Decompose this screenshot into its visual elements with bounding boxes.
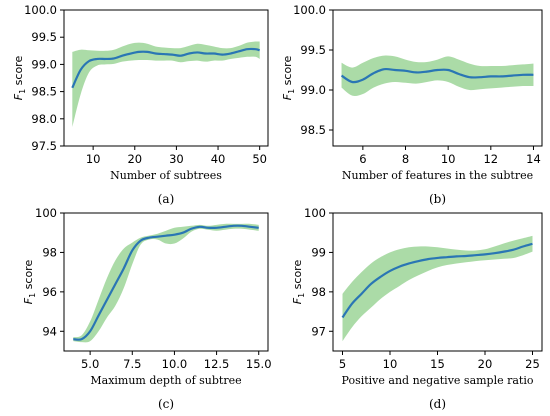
y-axis-label: F1 score bbox=[12, 56, 27, 101]
x-axis-label: Number of features in the subtree bbox=[342, 169, 533, 182]
y-axis-ticks: 97 98 99 100 bbox=[304, 206, 333, 338]
panel-caption: (b) bbox=[429, 192, 446, 206]
x-tick-label: 20 bbox=[127, 152, 142, 166]
y-tick-label: 97 bbox=[311, 324, 326, 338]
y-tick-label: 100 bbox=[35, 206, 57, 220]
y-tick-label: 98 bbox=[42, 245, 57, 259]
panel-caption: (d) bbox=[429, 397, 446, 411]
y-tick-label: 99.0 bbox=[31, 57, 57, 71]
confidence-band bbox=[341, 55, 534, 96]
mean-line bbox=[73, 224, 259, 341]
y-tick-label: 100 bbox=[304, 206, 326, 220]
confidence-band-layer bbox=[73, 223, 259, 343]
mean-line-layer bbox=[340, 67, 534, 84]
y-tick-label: 99.5 bbox=[300, 43, 326, 57]
mean-line-layer bbox=[73, 224, 259, 341]
y-tick-label: 96 bbox=[42, 285, 57, 299]
x-tick-label: 12 bbox=[483, 152, 498, 166]
x-tick-label: 40 bbox=[211, 152, 226, 166]
plot-frame bbox=[63, 9, 269, 147]
x-axis-ticks: 5 10 15 20 25 bbox=[339, 351, 540, 371]
x-tick-label: 20 bbox=[478, 357, 493, 371]
y-tick-label: 100.0 bbox=[24, 3, 57, 17]
x-axis-label: Number of subtrees bbox=[110, 169, 222, 182]
y-tick-label: 94 bbox=[42, 324, 57, 338]
y-tick-label: 99.0 bbox=[300, 83, 326, 97]
plot-frame bbox=[63, 212, 269, 352]
x-tick-label: 25 bbox=[525, 357, 540, 371]
x-axis-label: Maximum depth of subtree bbox=[90, 374, 241, 387]
x-axis-ticks: 10 20 30 40 50 bbox=[86, 146, 267, 166]
chart-panel-b: 6 8 10 12 14 98.5 99.0 99.5 100.0 Number of fea… bbox=[281, 3, 543, 206]
mean-line-layer bbox=[71, 47, 261, 89]
confidence-band-layer bbox=[342, 235, 533, 342]
confidence-band-layer bbox=[341, 55, 534, 96]
chart-panel-d: 5 10 15 20 25 97 98 99 100 Positive and negativ… bbox=[291, 206, 543, 411]
x-tick-label: 12.5 bbox=[204, 357, 230, 371]
y-axis-ticks: 97.5 98.0 98.5 99.0 99.5 100.0 bbox=[24, 3, 64, 153]
x-tick-label: 5.0 bbox=[81, 357, 99, 371]
x-tick-label: 15.0 bbox=[246, 357, 272, 371]
x-tick-label: 10 bbox=[383, 357, 398, 371]
x-tick-label: 6 bbox=[359, 152, 366, 166]
x-tick-label: 10 bbox=[86, 152, 101, 166]
x-tick-label: 7.5 bbox=[123, 357, 141, 371]
x-tick-label: 50 bbox=[252, 152, 267, 166]
y-axis-label: F1 score bbox=[291, 260, 306, 305]
x-tick-label: 10.0 bbox=[162, 357, 188, 371]
mean-line bbox=[340, 67, 534, 84]
panel-caption: (c) bbox=[158, 397, 174, 411]
y-tick-label: 99 bbox=[311, 245, 326, 259]
x-tick-label: 15 bbox=[430, 357, 445, 371]
mean-line-layer bbox=[341, 242, 533, 319]
chart-panel-a: 10 20 30 40 50 97.5 98.0 98.5 99.0 99.5 100.0 Num… bbox=[12, 3, 269, 206]
x-axis-label: Positive and negative sample ratio bbox=[341, 374, 533, 387]
y-tick-label: 99.5 bbox=[31, 30, 57, 44]
chart-panel-c: 5.0 7.5 10.0 12.5 15.0 94 96 98 100 Maximum dep… bbox=[22, 206, 272, 411]
mean-line bbox=[341, 242, 533, 319]
y-axis-ticks: 94 96 98 100 bbox=[35, 206, 64, 338]
mean-line bbox=[71, 47, 261, 89]
panel-caption: (a) bbox=[158, 192, 175, 206]
confidence-band bbox=[73, 223, 259, 343]
x-tick-label: 30 bbox=[169, 152, 184, 166]
x-tick-label: 5 bbox=[339, 357, 346, 371]
y-tick-label: 98.5 bbox=[300, 123, 326, 137]
confidence-band bbox=[342, 235, 533, 342]
x-tick-label: 8 bbox=[402, 152, 409, 166]
y-axis-label: F1 score bbox=[281, 56, 296, 101]
plot-frame bbox=[332, 9, 543, 147]
y-tick-label: 98.5 bbox=[31, 85, 57, 99]
x-tick-label: 14 bbox=[526, 152, 541, 166]
y-axis-ticks: 98.5 99.0 99.5 100.0 bbox=[293, 3, 333, 137]
x-tick-label: 10 bbox=[441, 152, 456, 166]
y-tick-label: 98 bbox=[311, 285, 326, 299]
y-tick-label: 100.0 bbox=[293, 3, 326, 17]
y-tick-label: 97.5 bbox=[31, 139, 57, 153]
x-axis-ticks: 5.0 7.5 10.0 12.5 15.0 bbox=[81, 351, 272, 371]
y-tick-label: 98.0 bbox=[31, 112, 57, 126]
y-axis-label: F1 score bbox=[22, 260, 37, 305]
x-axis-ticks: 6 8 10 12 14 bbox=[359, 146, 541, 166]
